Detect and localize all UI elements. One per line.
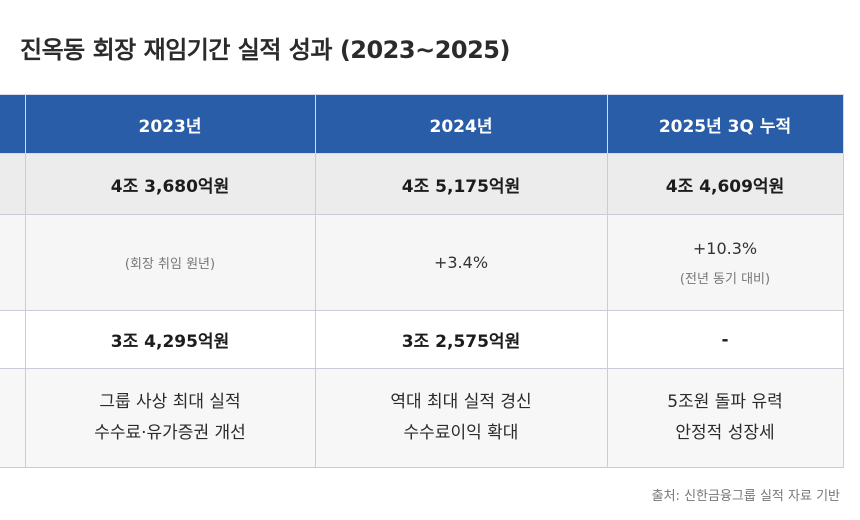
table-header-row: 2023년 2024년 2025년 3Q 누적 [0, 94, 844, 154]
growth-2023-cell: (회장 취임 원년) [24, 214, 316, 311]
growth-2025-cell: +10.3% (전년 동기 대비) [606, 214, 844, 311]
summary-2023-line-2: 수수료·유가증권 개선 [94, 423, 246, 443]
revenue-2023-cell: 4조 3,680억원 [24, 153, 316, 215]
profit-2023-cell: 3조 4,295억원 [24, 310, 316, 369]
summary-2025-cell: 5조원 돌파 유력 안정적 성장세 [606, 368, 844, 468]
summary-2024-line-2: 수수료이익 확대 [403, 423, 519, 443]
performance-table: 2023년 2024년 2025년 3Q 누적 4조 3,680억원 4조 5,… [0, 94, 844, 468]
row-label-header [0, 94, 26, 154]
growth-2025-value: +10.3% [692, 238, 758, 258]
row-label-cell [0, 214, 26, 311]
summary-2024-cell: 역대 최대 실적 경신 수수료이익 확대 [314, 368, 608, 468]
profit-2025-cell: - [606, 310, 844, 369]
table-row: 그룹 사상 최대 실적 수수료·유가증권 개선 역대 최대 실적 경신 수수료이… [0, 368, 844, 468]
growth-2025-note: (전년 동기 대비) [679, 271, 771, 287]
profit-2024-cell: 3조 2,575억원 [314, 310, 608, 369]
row-label-cell [0, 153, 26, 215]
source-note: 출처: 신한금융그룹 실적 자료 기반 [651, 489, 840, 504]
page-title: 진옥동 회장 재임기간 실적 성과 (2023~2025) [20, 36, 510, 64]
revenue-2025-cell: 4조 4,609억원 [606, 153, 844, 215]
table-row: (회장 취임 원년) +3.4% +10.3% (전년 동기 대비) [0, 214, 844, 311]
growth-2023-note: (회장 취임 원년) [124, 257, 216, 272]
summary-2024-line-1: 역대 최대 실적 경신 [390, 392, 532, 412]
row-label-cell [0, 310, 26, 369]
summary-2025-line-1: 5조원 돌파 유력 [667, 392, 783, 412]
table-row: 4조 3,680억원 4조 5,175억원 4조 4,609억원 [0, 153, 844, 215]
summary-2025-line-2: 안정적 성장세 [675, 423, 775, 443]
summary-2023-cell: 그룹 사상 최대 실적 수수료·유가증권 개선 [24, 368, 316, 468]
revenue-2024-cell: 4조 5,175억원 [314, 153, 608, 215]
growth-2024-cell: +3.4% [314, 214, 608, 311]
summary-2023-line-1: 그룹 사상 최대 실적 [99, 392, 241, 412]
column-header-2025-3q: 2025년 3Q 누적 [606, 94, 844, 154]
column-header-2024: 2024년 [314, 94, 608, 154]
column-header-2023: 2023년 [24, 94, 316, 154]
row-label-cell [0, 368, 26, 468]
table-row: 3조 4,295억원 3조 2,575억원 - [0, 310, 844, 369]
